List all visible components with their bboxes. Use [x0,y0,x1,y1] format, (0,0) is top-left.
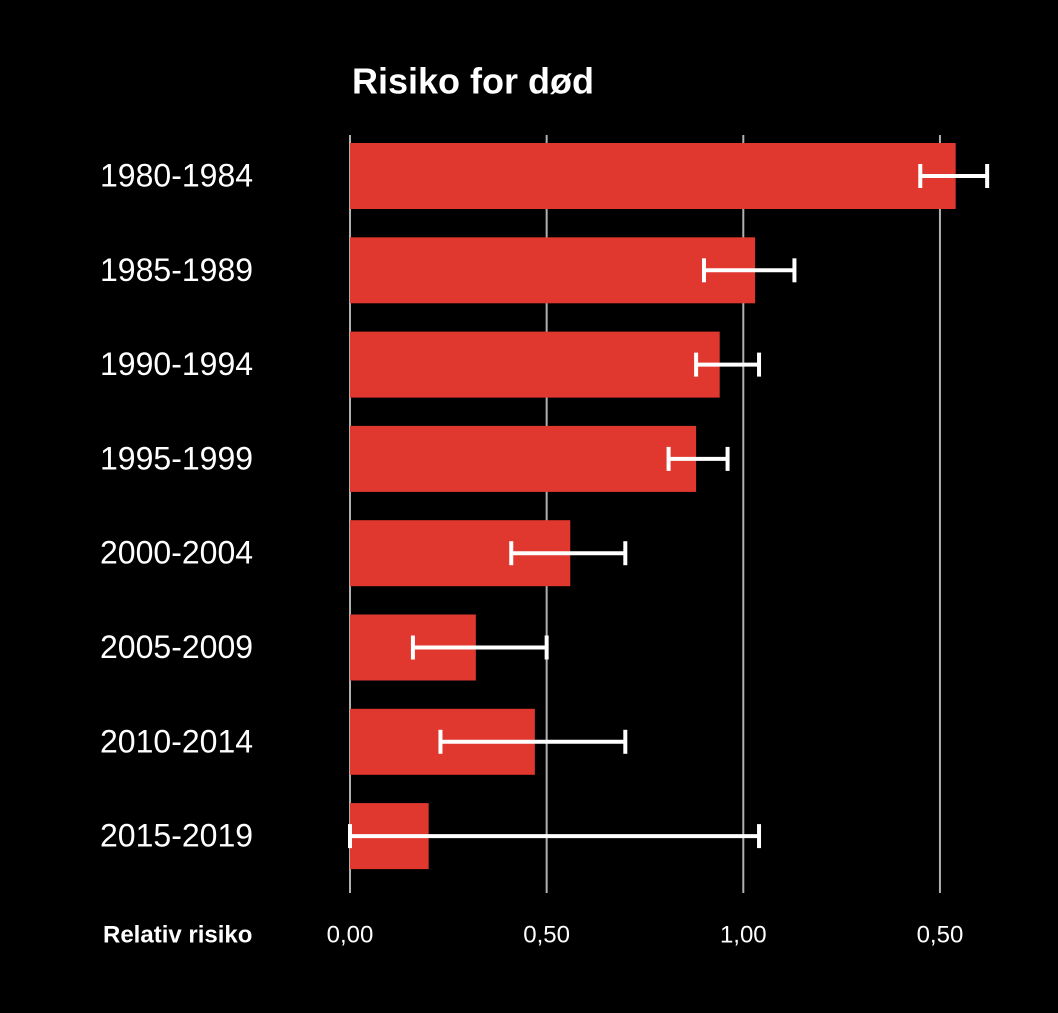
bar [350,143,956,209]
x-axis-label: Relativ risiko [103,921,252,948]
y-tick-label: 1985-1989 [100,252,253,288]
y-tick-label: 1990-1994 [100,346,253,382]
y-tick-label: 1995-1999 [100,440,253,476]
y-tick-label: 2010-2014 [100,723,253,759]
error-bar [694,352,762,377]
error-bar [509,541,628,566]
y-tick-label: 2015-2019 [100,818,253,854]
x-tick-label: 0,50 [523,921,570,948]
x-tick-label: 1,00 [720,921,767,948]
y-tick-label: 2000-2004 [100,535,253,571]
y-tick-label: 2005-2009 [100,629,253,665]
x-tick-label: 0,50 [917,921,964,948]
bar [350,425,697,492]
y-tick-label: 1980-1984 [100,157,253,193]
error-bar [701,258,797,283]
error-bar [666,446,730,471]
error-bar [918,164,990,188]
x-tick-label: 0,00 [327,921,374,948]
error-bar [410,635,549,660]
error-bar [348,824,762,849]
chart-title: Risiko for død [352,61,594,102]
error-bar [438,729,628,754]
bar [350,331,720,398]
bar [350,237,756,304]
